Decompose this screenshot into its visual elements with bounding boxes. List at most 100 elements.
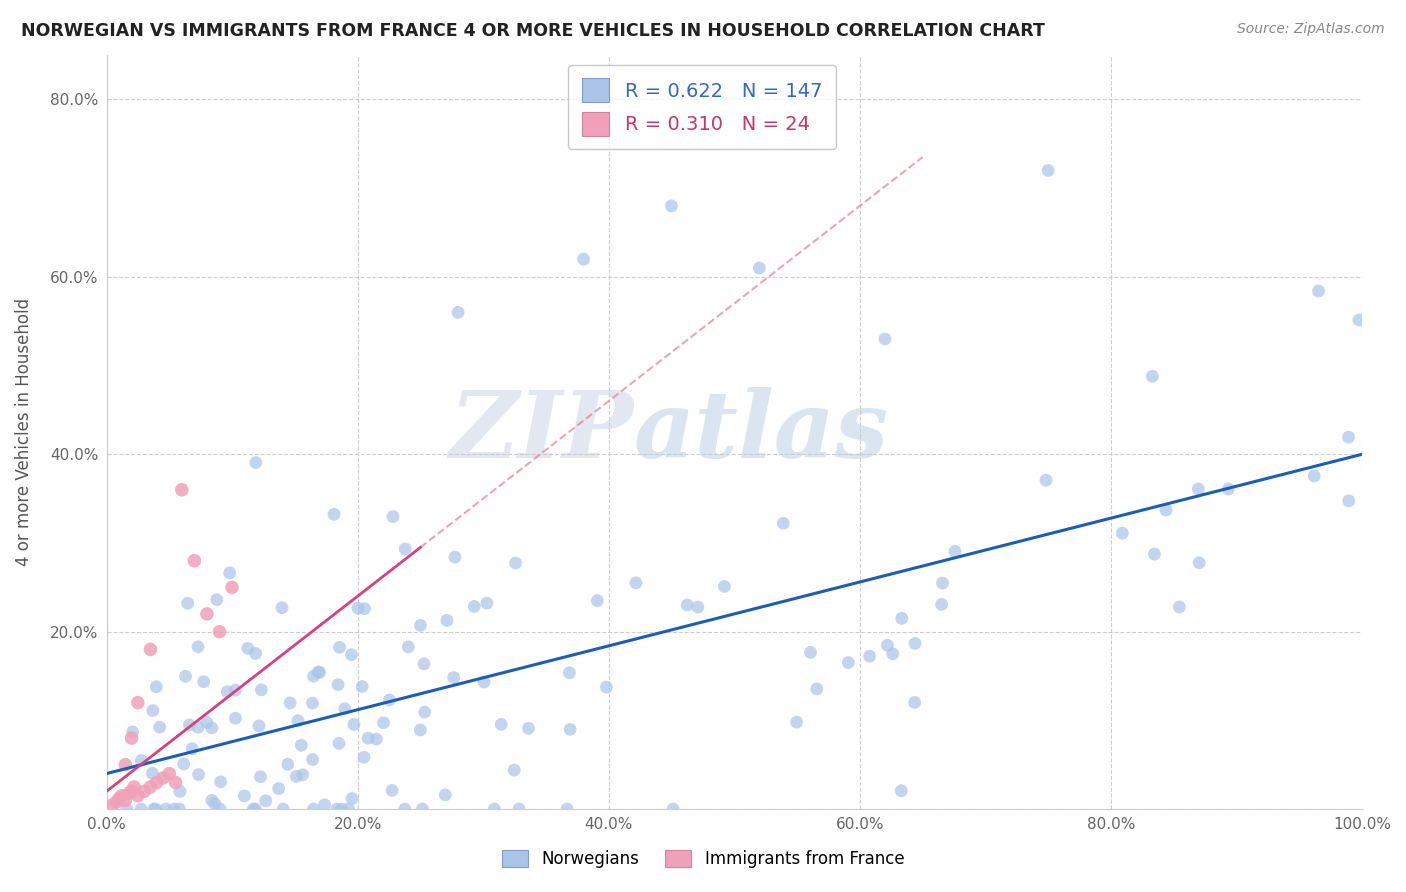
Point	[183, 554, 205, 568]
Point	[904, 636, 927, 650]
Point	[208, 624, 231, 639]
Point	[114, 793, 136, 807]
Point	[277, 757, 299, 772]
Point	[1168, 599, 1191, 614]
Point	[169, 802, 191, 816]
Point	[301, 753, 323, 767]
Point	[170, 483, 193, 497]
Point	[163, 802, 186, 816]
Point	[786, 715, 808, 730]
Point	[463, 599, 485, 614]
Point	[250, 682, 273, 697]
Point	[187, 767, 209, 781]
Point	[436, 613, 458, 627]
Point	[560, 723, 582, 737]
Point	[353, 601, 375, 615]
Point	[121, 725, 143, 739]
Point	[114, 757, 136, 772]
Point	[152, 771, 174, 785]
Point	[224, 711, 246, 725]
Point	[139, 780, 162, 794]
Point	[165, 775, 187, 789]
Point	[169, 784, 191, 798]
Point	[378, 693, 401, 707]
Point	[290, 738, 312, 752]
Point	[173, 756, 195, 771]
Point	[205, 592, 228, 607]
Point	[413, 657, 436, 671]
Point	[1154, 503, 1177, 517]
Point	[340, 648, 363, 662]
Point	[209, 802, 232, 816]
Point	[340, 791, 363, 805]
Point	[110, 789, 132, 803]
Point	[139, 642, 162, 657]
Point	[145, 775, 167, 789]
Point	[142, 802, 165, 816]
Point	[195, 607, 218, 621]
Point	[373, 715, 395, 730]
Point	[221, 580, 243, 594]
Point	[201, 793, 224, 807]
Point	[434, 788, 457, 802]
Text: Source: ZipAtlas.com: Source: ZipAtlas.com	[1237, 22, 1385, 37]
Point	[285, 769, 308, 783]
Point	[127, 696, 149, 710]
Point	[326, 678, 349, 692]
Point	[409, 723, 432, 737]
Point	[308, 665, 330, 680]
Point	[108, 791, 131, 805]
Point	[330, 802, 353, 816]
Point	[328, 640, 350, 655]
Point	[876, 638, 898, 652]
Point	[475, 596, 498, 610]
Text: ZIP: ZIP	[450, 387, 634, 477]
Point	[254, 794, 277, 808]
Point	[271, 802, 294, 816]
Point	[748, 260, 770, 275]
Point	[245, 647, 267, 661]
Point	[245, 802, 267, 816]
Point	[236, 641, 259, 656]
Point	[676, 598, 699, 612]
Point	[624, 575, 647, 590]
Point	[127, 789, 149, 803]
Point	[287, 714, 309, 728]
Point	[505, 556, 527, 570]
Point	[145, 680, 167, 694]
Point	[314, 797, 336, 812]
Point	[1187, 482, 1209, 496]
Point	[489, 717, 512, 731]
Point	[472, 675, 495, 690]
Point	[1111, 526, 1133, 541]
Point	[443, 671, 465, 685]
Point	[193, 674, 215, 689]
Point	[1348, 313, 1371, 327]
Point	[366, 732, 388, 747]
Point	[1036, 163, 1059, 178]
Point	[1308, 284, 1330, 298]
Point	[174, 669, 197, 683]
Point	[444, 550, 467, 565]
Point	[890, 611, 912, 625]
Point	[181, 741, 204, 756]
Point	[503, 763, 526, 777]
Point	[105, 795, 128, 809]
Text: atlas: atlas	[634, 387, 889, 477]
Point	[233, 789, 256, 803]
Point	[662, 802, 685, 816]
Point	[122, 780, 145, 794]
Point	[291, 768, 314, 782]
Point	[326, 802, 349, 816]
Point	[1337, 493, 1360, 508]
Point	[115, 802, 138, 816]
Point	[121, 784, 143, 798]
Point	[242, 802, 264, 816]
Point	[249, 770, 271, 784]
Point	[411, 802, 433, 816]
Point	[271, 600, 294, 615]
Point	[323, 508, 346, 522]
Point	[904, 695, 927, 709]
Point	[396, 640, 419, 654]
Point	[187, 720, 209, 734]
